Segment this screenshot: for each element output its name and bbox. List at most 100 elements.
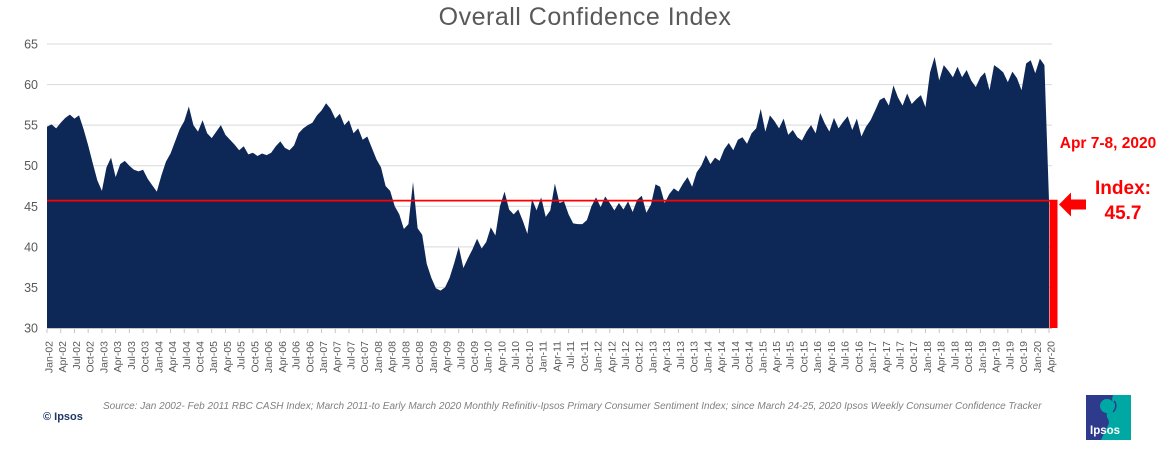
svg-text:Apr-10: Apr-10	[497, 341, 509, 373]
svg-text:45: 45	[24, 200, 38, 214]
svg-text:Apr-18: Apr-18	[936, 341, 948, 373]
svg-text:Jan-05: Jan-05	[208, 341, 220, 373]
svg-text:Jan-10: Jan-10	[483, 341, 495, 373]
svg-text:Jul-11: Jul-11	[565, 341, 577, 369]
svg-text:Apr-04: Apr-04	[167, 341, 179, 373]
svg-text:Jul-04: Jul-04	[181, 341, 193, 370]
svg-text:Oct-16: Oct-16	[853, 341, 865, 373]
svg-text:Jul-06: Jul-06	[291, 341, 303, 370]
svg-text:Jul-02: Jul-02	[71, 341, 83, 370]
logo-teal-shape	[1101, 395, 1131, 440]
svg-text:Apr-20: Apr-20	[1046, 341, 1058, 373]
svg-text:Oct-14: Oct-14	[744, 341, 756, 373]
copyright-label: © Ipsos	[43, 411, 83, 423]
highlight-bar-apr-2020	[1049, 200, 1058, 328]
svg-text:Jan-14: Jan-14	[702, 341, 714, 373]
svg-text:Oct-09: Oct-09	[469, 341, 481, 373]
svg-text:Jul-13: Jul-13	[675, 341, 687, 370]
svg-text:Oct-02: Oct-02	[85, 341, 97, 373]
svg-text:Apr-07: Apr-07	[332, 341, 344, 373]
svg-text:Jan-15: Jan-15	[757, 341, 769, 373]
svg-text:Oct-03: Oct-03	[140, 341, 152, 373]
svg-text:Oct-04: Oct-04	[195, 341, 207, 373]
svg-text:Apr-12: Apr-12	[606, 341, 618, 373]
chart-title: Overall Confidence Index	[438, 3, 732, 31]
svg-text:Jan-17: Jan-17	[867, 341, 879, 373]
svg-text:Jul-17: Jul-17	[895, 341, 907, 370]
svg-text:Jan-16: Jan-16	[812, 341, 824, 373]
svg-text:50: 50	[24, 159, 38, 173]
y-axis-labels: 30 35 40 45 50 55 60 65	[24, 38, 38, 336]
svg-text:Apr-13: Apr-13	[661, 341, 673, 373]
svg-text:Oct-07: Oct-07	[359, 341, 371, 373]
svg-text:Apr-05: Apr-05	[222, 341, 234, 373]
svg-text:Apr-03: Apr-03	[112, 341, 124, 373]
svg-text:Jan-07: Jan-07	[318, 341, 330, 373]
svg-text:Jul-03: Jul-03	[126, 341, 138, 370]
svg-text:Jan-04: Jan-04	[153, 341, 165, 373]
svg-text:Jan-19: Jan-19	[977, 341, 989, 373]
svg-text:Oct-19: Oct-19	[1018, 341, 1030, 373]
svg-text:Jul-10: Jul-10	[510, 341, 522, 370]
svg-text:Jan-18: Jan-18	[922, 341, 934, 373]
x-axis-ticks	[46, 329, 1050, 333]
annotation-date: Apr 7-8, 2020	[1059, 135, 1157, 152]
svg-text:Jan-09: Jan-09	[428, 341, 440, 373]
svg-text:Oct-13: Oct-13	[689, 341, 701, 373]
ipsos-logo: Ipsos	[1086, 395, 1131, 440]
svg-text:Jul-14: Jul-14	[730, 341, 742, 370]
svg-text:Jul-08: Jul-08	[400, 341, 412, 370]
svg-text:Apr-14: Apr-14	[716, 341, 728, 373]
svg-text:Oct-06: Oct-06	[304, 341, 316, 373]
svg-text:Oct-08: Oct-08	[414, 341, 426, 373]
svg-text:Jul-05: Jul-05	[236, 341, 248, 370]
svg-text:Oct-15: Oct-15	[798, 341, 810, 373]
svg-text:Jul-18: Jul-18	[949, 341, 961, 370]
svg-text:30: 30	[24, 322, 38, 336]
svg-text:Oct-05: Oct-05	[249, 341, 261, 373]
svg-text:Apr-16: Apr-16	[826, 341, 838, 373]
logo-wordmark: Ipsos	[1090, 425, 1120, 437]
svg-text:65: 65	[24, 38, 38, 52]
svg-text:Oct-10: Oct-10	[524, 341, 536, 373]
svg-text:Jan-11: Jan-11	[538, 341, 550, 372]
arrow-left-icon	[1059, 192, 1086, 217]
svg-text:Jan-20: Jan-20	[1032, 341, 1044, 373]
svg-text:Jan-02: Jan-02	[44, 341, 56, 373]
svg-text:Jul-15: Jul-15	[785, 341, 797, 370]
svg-text:Apr-11: Apr-11	[551, 341, 563, 372]
svg-text:Oct-12: Oct-12	[634, 341, 646, 373]
svg-text:Jul-07: Jul-07	[346, 341, 358, 370]
svg-text:Oct-17: Oct-17	[908, 341, 920, 373]
confidence-area-chart: 30 35 40 45 50 55 60 65 Jan-02 Apr-02 Jul-02 Oct-02…	[24, 38, 1086, 373]
svg-text:Oct-18: Oct-18	[963, 341, 975, 373]
logo-head-icon	[1100, 399, 1114, 413]
svg-text:Jan-06: Jan-06	[263, 341, 275, 373]
annotation-index-label: Index:	[1095, 178, 1151, 199]
svg-text:Jul-19: Jul-19	[1004, 341, 1016, 370]
svg-text:Jul-16: Jul-16	[840, 341, 852, 370]
source-note: Source: Jan 2002- Feb 2011 RBC CASH Inde…	[103, 401, 1042, 412]
svg-text:Apr-17: Apr-17	[881, 341, 893, 373]
svg-text:Apr-06: Apr-06	[277, 341, 289, 373]
svg-text:Oct-11: Oct-11	[579, 341, 591, 372]
svg-text:Apr-08: Apr-08	[387, 341, 399, 373]
annotation-index-value: 45.7	[1104, 203, 1142, 224]
svg-text:Jan-03: Jan-03	[98, 341, 110, 373]
confidence-area-series	[47, 56, 1049, 328]
svg-text:40: 40	[24, 240, 38, 254]
svg-text:Jan-13: Jan-13	[647, 341, 659, 373]
svg-text:Jul-09: Jul-09	[455, 341, 467, 370]
svg-text:Apr-09: Apr-09	[442, 341, 454, 373]
svg-text:Apr-19: Apr-19	[991, 341, 1003, 373]
svg-text:Jan-12: Jan-12	[593, 341, 605, 373]
svg-text:Jul-12: Jul-12	[620, 341, 632, 370]
svg-text:55: 55	[24, 119, 38, 133]
logo-face-profile-icon	[1112, 400, 1117, 413]
svg-text:35: 35	[24, 281, 38, 295]
svg-text:Apr-15: Apr-15	[771, 341, 783, 373]
svg-text:Apr-02: Apr-02	[57, 341, 69, 373]
svg-text:Jan-08: Jan-08	[373, 341, 385, 373]
annotation-index: Index: 45.7	[1076, 176, 1170, 226]
